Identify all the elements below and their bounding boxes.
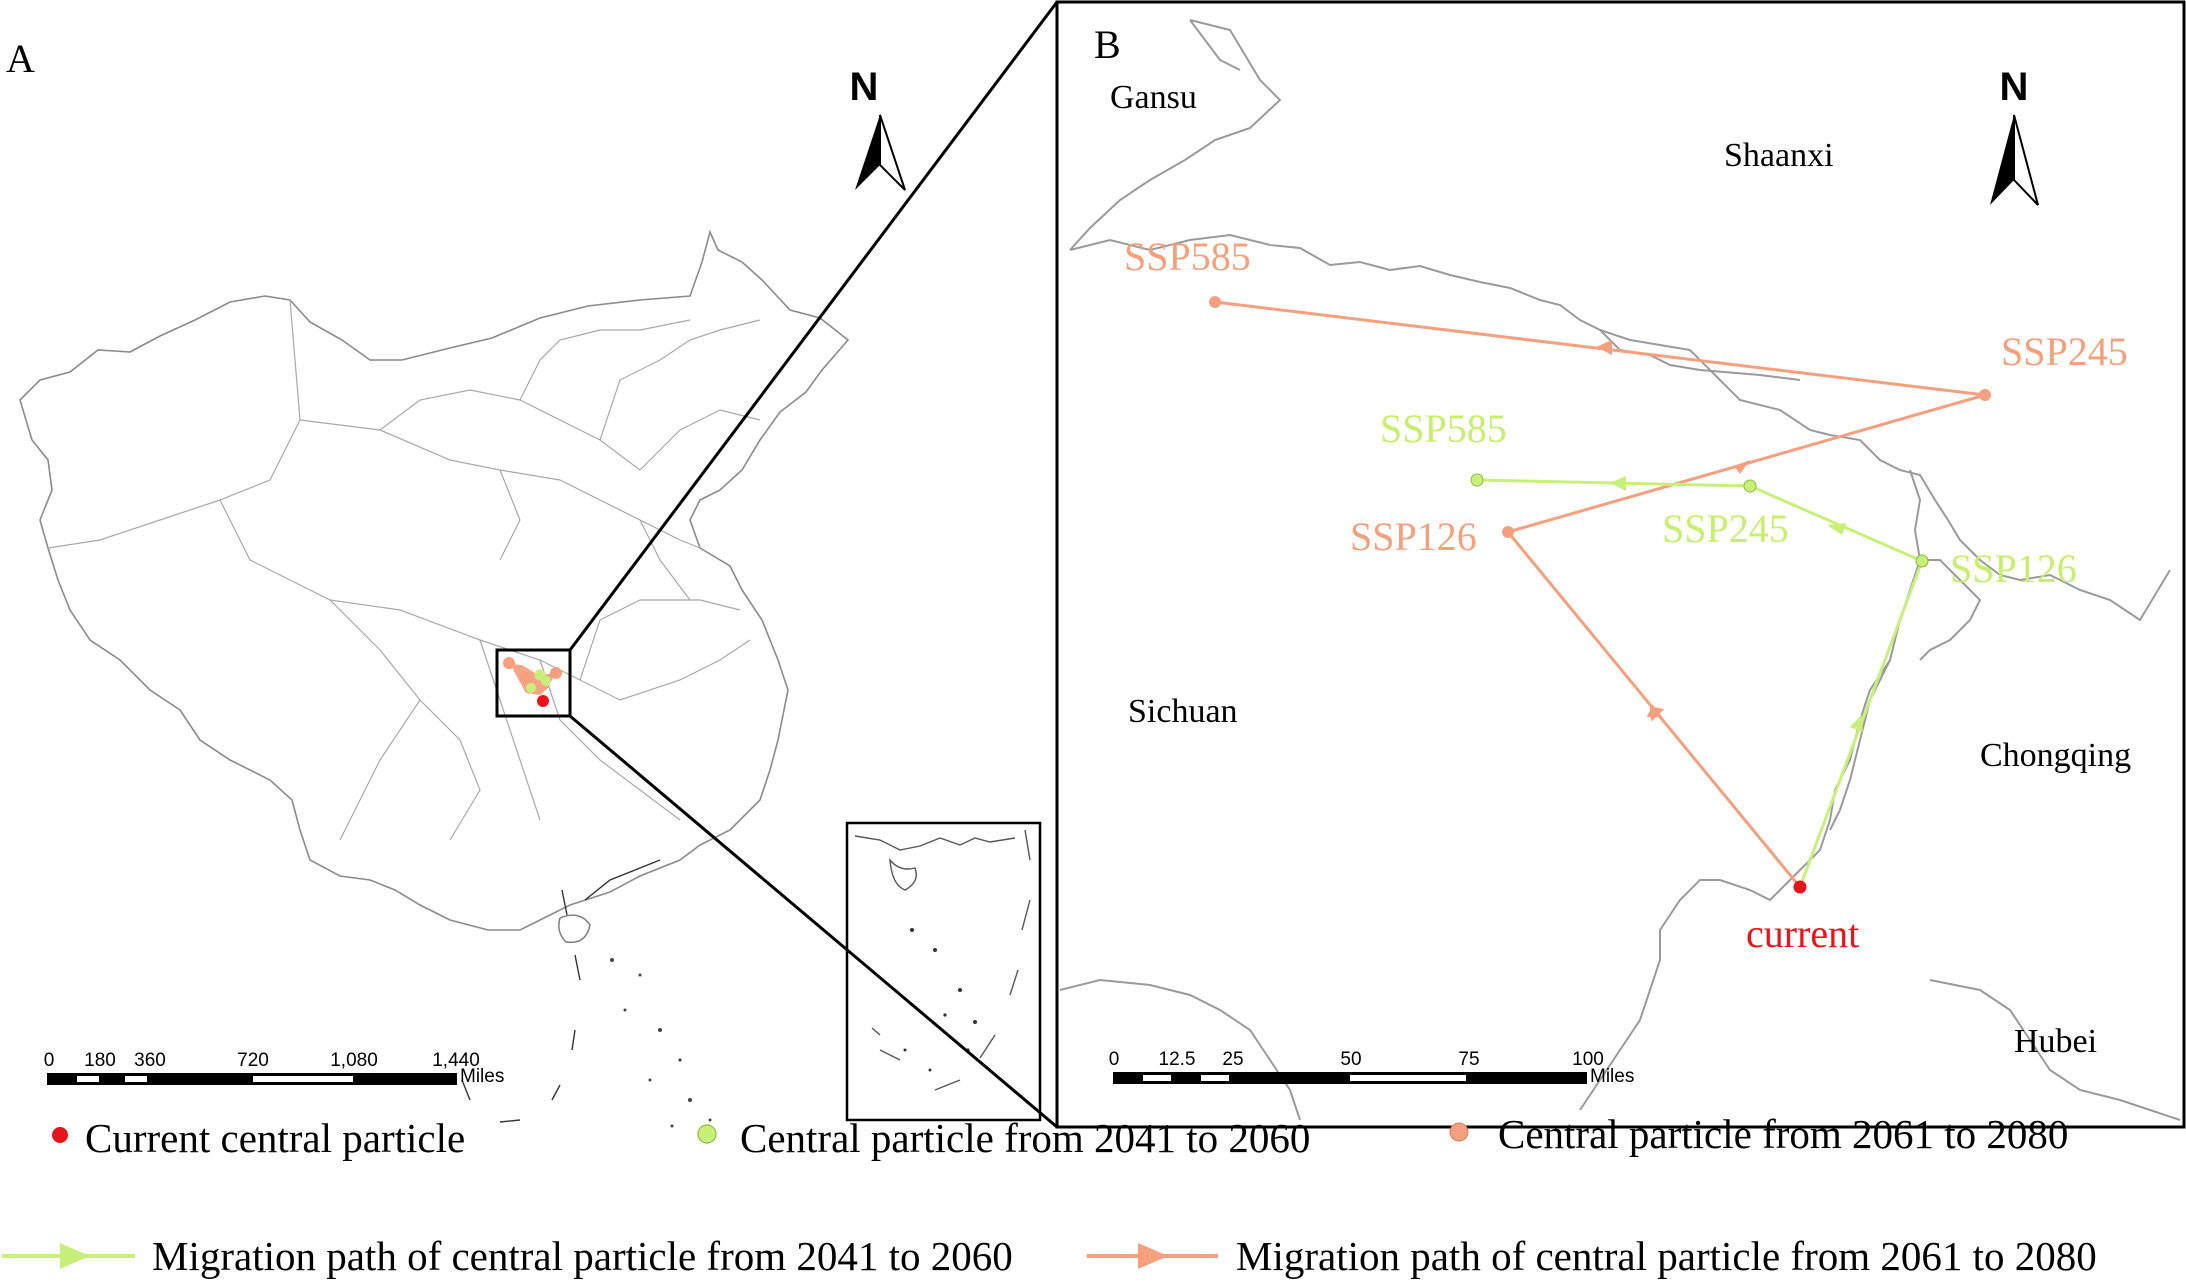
scale-b-tick-1: 12.5: [1159, 1049, 1196, 1070]
islands: [610, 958, 712, 1128]
legend-green-path-label: Migration path of central particle from …: [152, 1233, 1013, 1279]
legend-current-marker: [52, 1127, 68, 1143]
scale-bar-b: 0 12.5 25 50 75 100 Miles: [1109, 1049, 1635, 1087]
region-labels: Gansu Shaanxi Sichuan Chongqing Hubei: [1110, 79, 2131, 1060]
legend-green-path-arrow: [60, 1243, 90, 1269]
orange-arrowheads: [1596, 340, 1750, 722]
scale-a-tick-4: 1,080: [330, 1050, 378, 1071]
north-label-b: N: [2000, 65, 2029, 109]
scale-a-unit: Miles: [460, 1066, 504, 1087]
study-area-box: [495, 648, 572, 718]
scale-a-tick-3: 720: [237, 1050, 269, 1071]
province-boundaries: [47, 299, 761, 841]
scale-b-tick-4: 75: [1458, 1049, 1479, 1070]
region-sichuan: Sichuan: [1128, 693, 1238, 730]
china-outline: [19, 229, 850, 931]
legend-orange-path-arrow: [1138, 1243, 1168, 1269]
legend-current-label: Current central particle: [85, 1115, 465, 1161]
south-china-sea-inset: [845, 821, 1042, 1122]
label-green-ssp585: SSP585: [1380, 406, 1507, 451]
orange-point-ssp126: [1502, 526, 1514, 538]
green-point-ssp126: [1915, 554, 1929, 568]
green-arrowheads: [1610, 476, 1863, 732]
panel-b: B Gansu Shaanxi Sichuan Chongqing Hubei: [1055, 0, 2186, 1129]
orange-point-ssp585: [1209, 296, 1221, 308]
scale-b-unit: Miles: [1590, 1066, 1634, 1087]
scale-b-tick-3: 50: [1340, 1049, 1361, 1070]
region-chongqing: Chongqing: [1980, 737, 2131, 774]
label-current: current: [1746, 911, 1859, 956]
legend-green-point-marker: [697, 1124, 717, 1144]
north-arrow-a: N: [850, 65, 906, 191]
scale-a-tick-2: 360: [134, 1050, 166, 1071]
scale-b-tick-5: 100: [1572, 1049, 1604, 1070]
region-hubei: Hubei: [2014, 1023, 2097, 1060]
legend-orange-point-label: Central particle from 2061 to 2080: [1498, 1111, 2068, 1157]
panel-a-points: [503, 657, 562, 707]
label-green-ssp245: SSP245: [1662, 506, 1789, 551]
legend-green-point-label: Central particle from 2041 to 2060: [740, 1115, 1310, 1161]
label-green-ssp126: SSP126: [1950, 546, 2077, 591]
orange-point-ssp245: [1979, 389, 1991, 401]
green-point-ssp245: [1743, 479, 1757, 493]
scale-b-tick-0: 0: [1109, 1049, 1120, 1070]
label-orange-ssp126: SSP126: [1350, 514, 1477, 559]
panel-a: A: [6, 1, 1059, 1129]
legend: Current central particle Central particl…: [2, 1111, 2097, 1279]
legend-orange-point-marker: [1449, 1122, 1469, 1142]
label-orange-ssp245: SSP245: [2001, 329, 2128, 374]
panel-b-label: B: [1094, 22, 1121, 67]
zoom-line-top: [568, 1, 1059, 651]
green-segment-2: [1749, 484, 1923, 563]
label-orange-ssp585: SSP585: [1124, 234, 1251, 279]
inset-content: [854, 829, 1031, 1091]
scale-a-tick-labels: 0 180 360 720 1,080 1,440: [44, 1050, 480, 1071]
region-gansu: Gansu: [1110, 79, 1197, 116]
north-arrow-b: N: [1990, 65, 2039, 206]
scale-b-tick-2: 25: [1222, 1049, 1243, 1070]
green-point-ssp585: [1470, 473, 1484, 487]
scale-a-tick-1: 180: [84, 1050, 116, 1071]
panel-b-points: [1209, 296, 1991, 894]
point-labels: SSP585 SSP245 SSP126 SSP585 SSP245 SSP12…: [1124, 234, 2128, 956]
north-label: N: [850, 65, 879, 109]
scale-bar-a: 0 180 360 720 1,080 1,440 Miles: [44, 1050, 505, 1087]
scale-a-tick-0: 0: [44, 1050, 55, 1071]
panel-a-label: A: [6, 36, 35, 81]
zoom-line-bottom: [569, 714, 1058, 1129]
scale-a-tick-5: 1,440: [432, 1050, 480, 1071]
region-shaanxi: Shaanxi: [1724, 137, 1834, 174]
inset-islands: [903, 928, 977, 1072]
scale-b-tick-labels: 0 12.5 25 50 75 100: [1109, 1049, 1604, 1070]
hainan-island: [558, 914, 591, 944]
south-sea-dashes: [461, 859, 661, 1123]
legend-orange-path-label: Migration path of central particle from …: [1236, 1233, 2097, 1279]
current-point: [1793, 880, 1807, 894]
